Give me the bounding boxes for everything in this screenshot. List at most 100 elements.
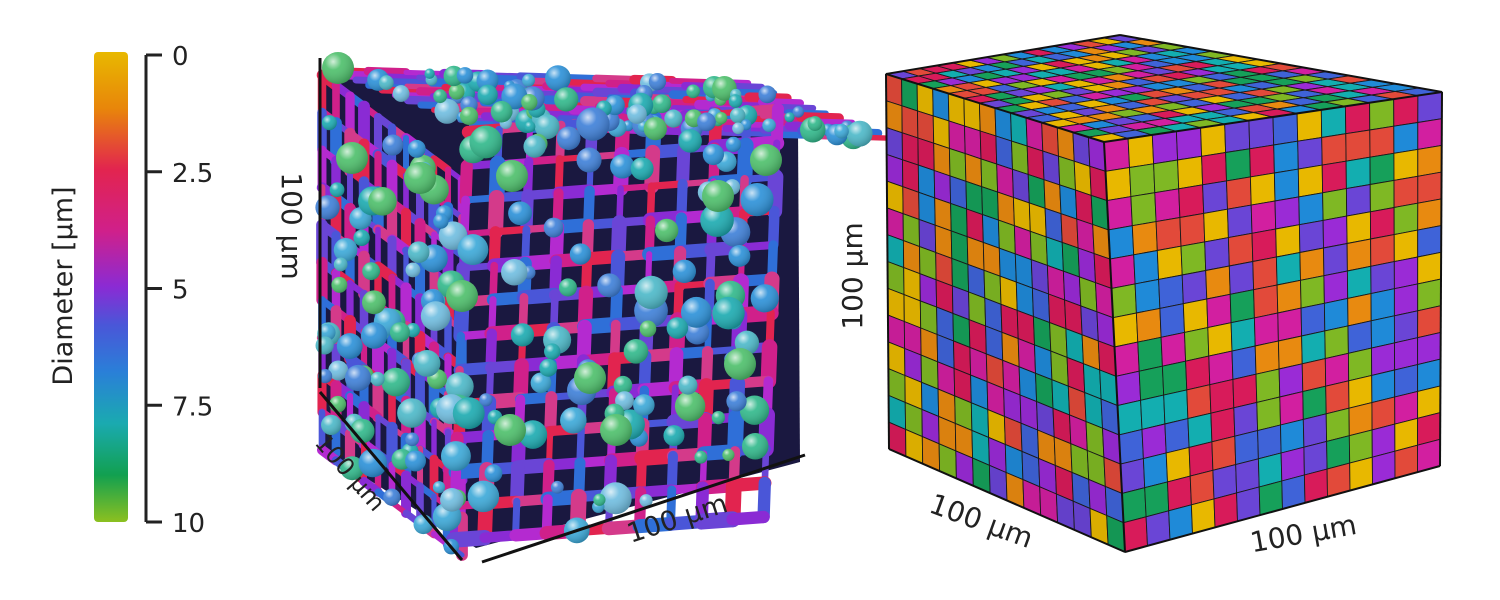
voxel-right-cell	[1155, 216, 1182, 252]
voxel-right-cell	[1209, 378, 1235, 414]
voxel-right-cell	[1298, 219, 1324, 254]
voxel-right-cell	[1158, 274, 1184, 309]
colorbar-tick-label: 5	[172, 276, 189, 306]
voxel-right-cell	[1109, 254, 1136, 289]
voxel-right-cell	[1323, 270, 1349, 304]
voxel-right-cell	[1154, 188, 1181, 223]
vessel-node-shade	[576, 107, 610, 141]
vessel-node-shade	[457, 234, 489, 266]
vessel-node-shade	[358, 448, 388, 478]
voxel-right-cell	[1272, 112, 1299, 146]
vessel-node-shade	[397, 398, 427, 428]
vessel-node-shade	[784, 112, 795, 123]
vessel-node-shade	[432, 481, 446, 494]
voxel-cube-edge	[885, 34, 1121, 75]
voxel-right-cell	[1140, 394, 1166, 430]
vessel-node-shade	[678, 375, 698, 395]
vessel-node-shade	[477, 84, 498, 105]
voxel-right-cell	[1370, 288, 1395, 322]
vessel-segment	[576, 425, 585, 467]
vessel-node-shade	[648, 72, 667, 91]
voxel-right-cell	[1105, 166, 1132, 202]
vessel-segment	[487, 190, 505, 240]
vessel-node-shade	[382, 134, 404, 156]
voxel-top-face	[885, 34, 1443, 143]
voxel-right-cell	[1229, 289, 1255, 324]
vessel-node-shade	[381, 367, 411, 397]
voxel-right-cell	[1228, 260, 1255, 295]
vessel-node-shade	[362, 262, 381, 281]
vessel-node-shade	[544, 343, 561, 360]
vessel-node-shade	[413, 349, 441, 377]
vessel-node-shade	[469, 125, 503, 159]
voxel-right-cell	[1231, 345, 1257, 380]
colorbar-tick-label: 10	[172, 509, 205, 539]
vessel-node-shade	[405, 262, 421, 278]
vessel-node-shade	[315, 336, 334, 355]
voxel-right-cell	[1127, 134, 1155, 169]
voxel-right-cell	[1370, 261, 1395, 295]
vessel-node-shade	[440, 441, 471, 472]
voxel-cube-edge	[1119, 34, 1443, 93]
voxel-right-cell	[1273, 168, 1300, 202]
vessel-node-shade	[405, 450, 426, 472]
vessel-node-shade	[433, 213, 449, 229]
vessel-node-shade	[729, 107, 746, 124]
vessel-segment	[390, 78, 436, 86]
vessel-node-shade	[340, 456, 365, 481]
vessel-node-shade	[420, 301, 451, 331]
vessel-node-shade	[643, 117, 667, 141]
voxel-right-cell	[1393, 229, 1419, 263]
network-vertical-label: 100 µm	[275, 172, 308, 279]
vessel-node-shade	[329, 182, 345, 198]
voxel-right-cell	[1345, 183, 1371, 217]
vessel-segment	[647, 180, 687, 190]
voxel-cube-edge	[888, 448, 1126, 553]
vessel-segment	[592, 87, 640, 98]
vessel-node-shade	[666, 317, 689, 339]
voxel-right-cell	[1347, 293, 1372, 327]
vessel-node-shade	[333, 238, 358, 262]
voxel-left-face	[885, 73, 1126, 553]
voxel-right-cell	[1153, 159, 1180, 194]
voxel-right-cell	[1277, 307, 1303, 342]
voxel-right-cell	[1370, 234, 1395, 267]
voxel-right-cell	[1345, 156, 1371, 190]
vessel-segment	[666, 450, 678, 495]
vessel-node-shade	[633, 394, 655, 416]
vessel-node-shade	[510, 323, 535, 347]
voxel-right-cell	[1186, 384, 1212, 420]
voxel-right-cell	[1251, 228, 1277, 263]
vessel-node-shade	[610, 154, 635, 179]
vessel-node-shade	[539, 358, 558, 377]
vessel-node-shade	[740, 183, 774, 217]
vessel-segment	[459, 159, 473, 207]
voxel-right-cell	[1252, 256, 1278, 291]
voxel-right-cell	[1224, 120, 1251, 154]
vessel-node-shade	[732, 122, 744, 135]
vessel-node-shade	[725, 136, 742, 153]
voxel-right-cell	[1393, 175, 1419, 209]
voxel-left-shade	[886, 74, 1125, 552]
voxel-right-cell	[1138, 365, 1165, 401]
vessel-node-shade	[476, 69, 499, 92]
vessel-node-shade	[434, 98, 460, 124]
vessel-node-shade	[490, 100, 513, 123]
vessel-node-shade	[715, 112, 728, 125]
voxel-right-cell	[1253, 284, 1279, 319]
vessel-segment	[544, 391, 558, 438]
vessel-node-shade	[750, 144, 782, 176]
voxel-right-cell	[1393, 148, 1419, 181]
vessel-node-shade	[433, 89, 448, 104]
vessel-node-shade	[424, 68, 435, 79]
voxel-right-cell	[1177, 155, 1204, 190]
voxel-right-cell	[1181, 269, 1208, 305]
vessel-node-shade	[574, 362, 606, 394]
voxel-right-cell	[1344, 102, 1371, 135]
vessel-node-shade	[694, 450, 708, 464]
voxel-right-cell	[1118, 428, 1144, 465]
vessel-node-shade	[762, 118, 776, 133]
vessel-node-shade	[728, 244, 751, 267]
vessel-node-shade	[508, 201, 532, 226]
vessel-node-shade	[576, 147, 602, 173]
